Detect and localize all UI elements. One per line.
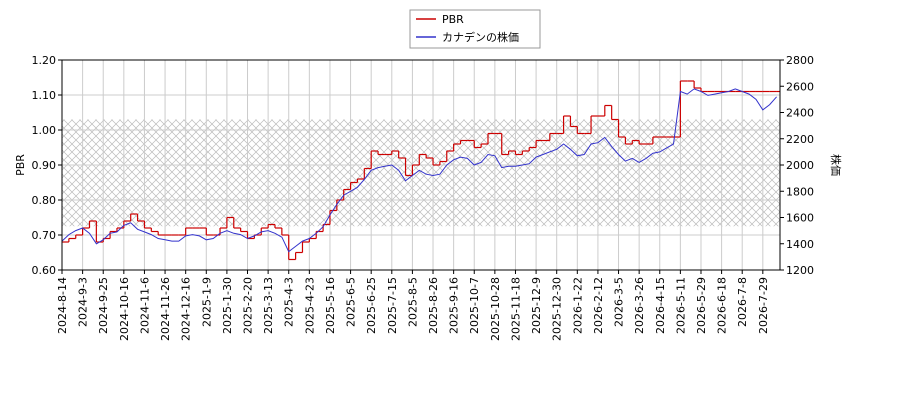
- legend: PBR カナデンの株価: [409, 9, 541, 49]
- price-line: [61, 88, 777, 253]
- y-tick-label: 1.10: [32, 89, 57, 102]
- y2-tick-label: 1600: [786, 212, 814, 225]
- x-tick-label: 2025-4-23: [303, 277, 316, 334]
- y2-tick-label: 2800: [786, 54, 814, 67]
- x-tick-label: 2025-8-26: [427, 277, 440, 334]
- x-tick-label: 2025-10-7: [468, 277, 481, 334]
- x-tick-label: 2026-2-12: [592, 277, 605, 334]
- x-tick-label: 2025-6-25: [365, 277, 378, 334]
- x-tick-label: 2026-5-11: [674, 277, 687, 334]
- legend-label: PBR: [442, 13, 464, 26]
- x-tick-label: 2025-4-3: [283, 277, 296, 327]
- x-tick-label: 2024-9-25: [97, 277, 110, 334]
- x-tick-label: 2025-1-30: [221, 277, 234, 334]
- y2-tick-label: 2000: [786, 159, 814, 172]
- y2-tick-label: 2200: [786, 133, 814, 146]
- x-tick-label: 2024-11-26: [159, 277, 172, 341]
- x-tick-label: 2024-12-16: [180, 277, 193, 341]
- x-tick-label: 2025-12-30: [551, 277, 564, 341]
- y2-axis-label: 株価: [829, 154, 843, 176]
- y2-tick-label: 1800: [786, 185, 814, 198]
- legend-box: [409, 9, 541, 49]
- y2-tick-label: 2400: [786, 107, 814, 120]
- shaded-range: [62, 119, 780, 227]
- x-tick-label: 2026-3-26: [633, 277, 646, 334]
- y2-tick-label: 1400: [786, 238, 814, 251]
- x-tick-label: 2025-9-16: [448, 277, 461, 334]
- x-tick-label: 2024-8-14: [56, 277, 69, 334]
- y2-tick-label: 2600: [786, 80, 814, 93]
- y-tick-label: 0.90: [32, 159, 57, 172]
- plot-frame: [61, 59, 781, 271]
- x-tick-label: 2025-11-18: [509, 277, 522, 341]
- x-tick-label: 2024-11-6: [138, 277, 151, 334]
- legend-label: カナデンの株価: [442, 30, 519, 44]
- y-axis-label: PBR: [14, 154, 27, 176]
- x-tick-label: 2025-3-13: [262, 277, 275, 334]
- x-tick-label: 2025-5-16: [324, 277, 337, 334]
- y-tick-label: 0.70: [32, 229, 57, 242]
- y-tick-label: 0.60: [32, 264, 57, 277]
- x-tick-label: 2025-6-5: [345, 277, 358, 327]
- x-tick-label: 2026-7-8: [736, 277, 749, 327]
- x-tick-label: 2026-3-5: [613, 277, 626, 327]
- x-tick-label: 2025-10-28: [489, 277, 502, 341]
- y-tick-label: 1.00: [32, 124, 57, 137]
- y-tick-label: 1.20: [32, 54, 57, 67]
- x-tick-label: 2025-12-9: [530, 277, 543, 334]
- x-tick-label: 2025-7-15: [386, 277, 399, 334]
- x-tick-label: 2026-5-29: [695, 277, 708, 334]
- y-tick-label: 0.80: [32, 194, 57, 207]
- x-tick-label: 2026-7-29: [757, 277, 770, 334]
- x-tick-label: 2025-1-9: [200, 277, 213, 327]
- x-tick-label: 2024-10-16: [118, 277, 131, 341]
- x-tick-label: 2026-6-18: [716, 277, 729, 334]
- x-tick-label: 2026-4-15: [654, 277, 667, 334]
- x-tick-label: 2025-2-20: [242, 277, 255, 334]
- y2-tick-label: 1200: [786, 264, 814, 277]
- x-tick-label: 2026-1-22: [571, 277, 584, 334]
- x-tick-label: 2024-9-3: [77, 277, 90, 327]
- x-tick-label: 2025-8-5: [406, 277, 419, 327]
